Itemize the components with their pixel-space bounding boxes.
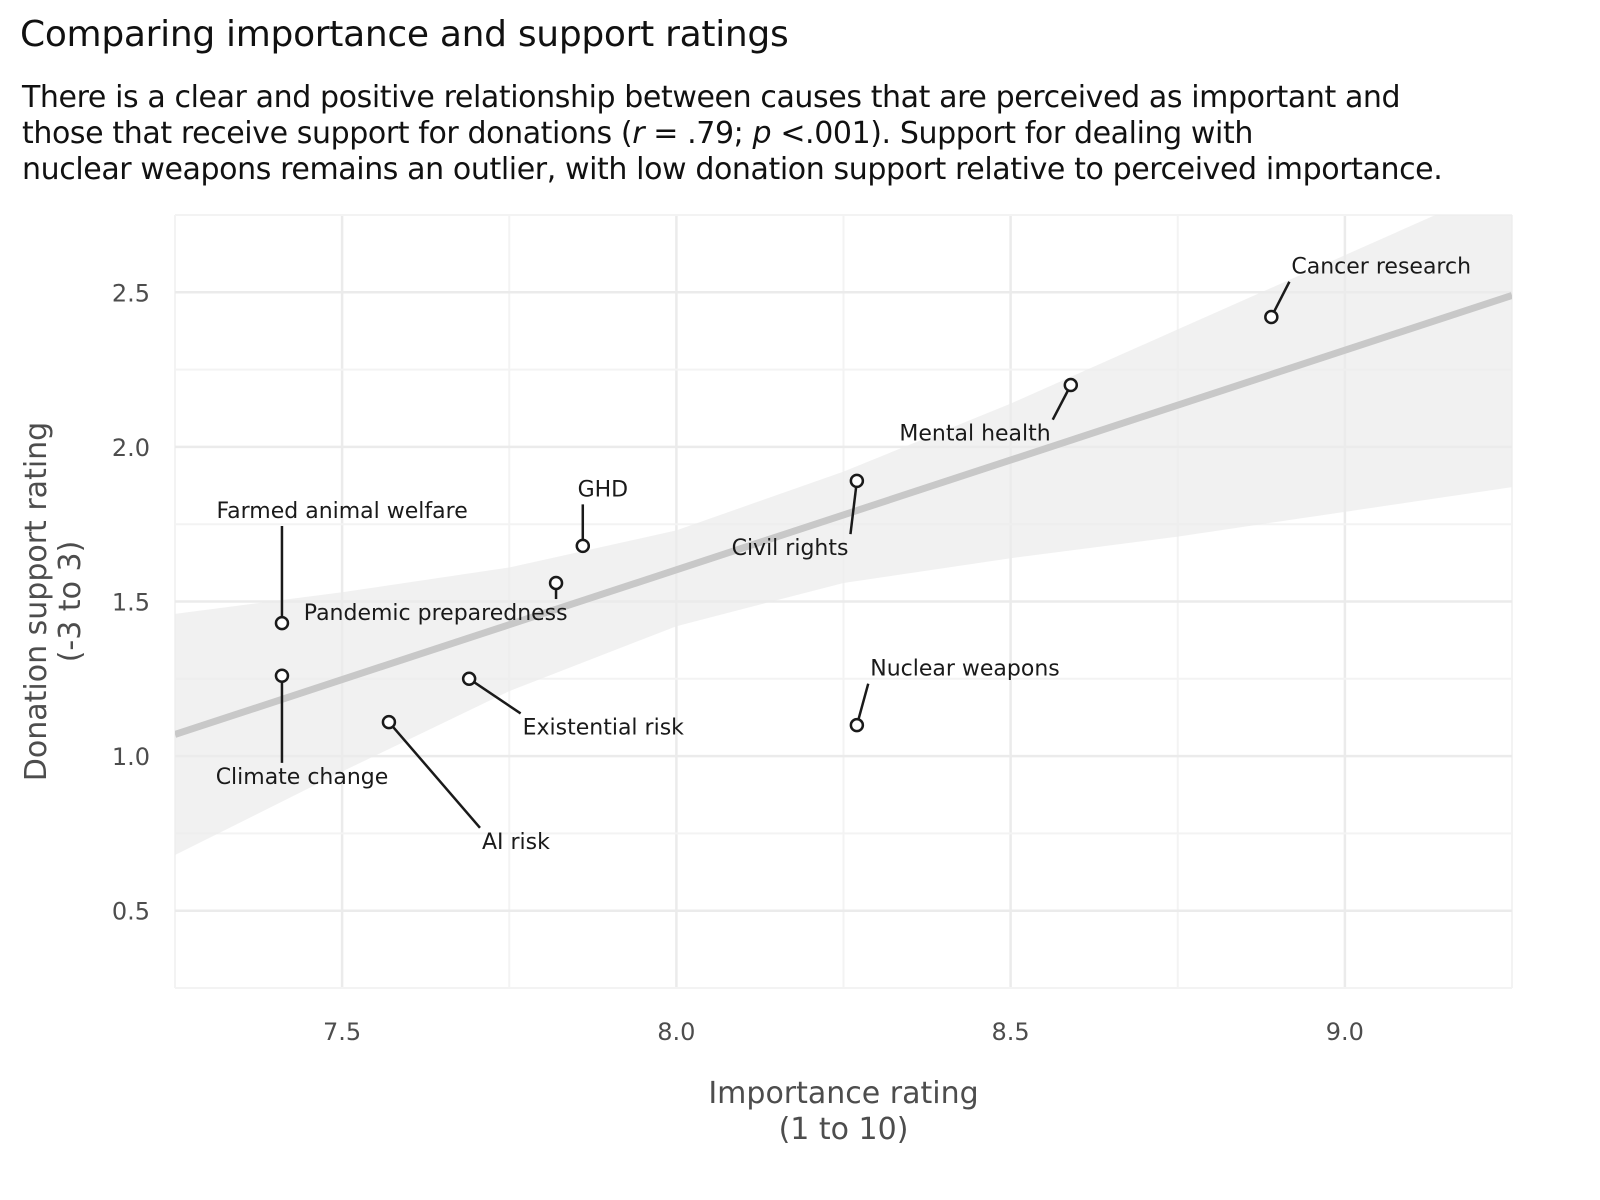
point-label: Mental health: [899, 422, 1050, 447]
label-connector: [857, 683, 870, 720]
y-axis-title-line: Donation support rating: [19, 422, 54, 781]
data-point: [274, 668, 290, 683]
point-label: GHD: [578, 477, 629, 502]
data-point: [1264, 309, 1279, 325]
x-axis-title: Importance rating (1 to 10): [708, 1076, 978, 1147]
data-points: [274, 309, 1279, 733]
point-label: Cancer research: [1291, 255, 1471, 280]
data-point: [575, 538, 591, 554]
y-tick-label: 0.5: [112, 898, 150, 926]
point-label: Farmed animal welfare: [217, 499, 468, 524]
label-connector: [473, 681, 522, 715]
point-label: Existential risk: [523, 715, 685, 740]
point-labels: Cancer research Mental health Civil rights…: [216, 255, 1471, 855]
point-label: Climate change: [216, 765, 389, 790]
x-axis-title-line: Importance rating: [708, 1076, 978, 1111]
y-axis-title: Donation support rating(-3 to 3): [19, 422, 88, 781]
label-connector: [1272, 281, 1291, 313]
y-tick-label: 1.5: [112, 589, 150, 617]
axes: 7.5 8.0 8.5 9.0 0.5 1.0 1.5 2.0 2.5 Importance ra…: [19, 279, 1364, 1147]
y-tick-label: 1.0: [112, 743, 150, 771]
trend-line: [175, 292, 1512, 738]
trend-line-layer: [175, 292, 1512, 738]
label-connector: [1051, 389, 1070, 421]
y-tick-label: 2.0: [112, 434, 150, 462]
point-label: Civil rights: [732, 536, 849, 561]
data-point: [849, 473, 865, 489]
x-tick-label: 9.0: [1326, 1018, 1364, 1046]
y-axis-title-line: (-3 to 3): [53, 541, 88, 663]
chart-subtitle: There is a clear and positive relationsh…: [22, 80, 1592, 188]
data-point: [461, 671, 477, 687]
y-tick-label: 2.5: [112, 279, 150, 307]
point-label: AI risk: [482, 830, 550, 855]
data-point: [274, 615, 290, 631]
point-label: Pandemic preparedness: [304, 601, 568, 626]
x-tick-label: 8.0: [657, 1018, 695, 1046]
confidence-band-layer: [175, 215, 1512, 856]
x-axis-title-line: (1 to 10): [779, 1112, 909, 1147]
data-point: [849, 717, 865, 733]
data-point: [381, 714, 397, 730]
point-label: Nuclear weapons: [870, 657, 1060, 682]
chart-title: Comparing importance and support ratings: [20, 14, 789, 55]
label-connector: [849, 486, 858, 535]
confidence-band: [175, 215, 1512, 856]
label-connector: [391, 725, 481, 829]
x-tick-label: 7.5: [323, 1018, 361, 1046]
label-connectors: [280, 281, 1291, 829]
x-tick-label: 8.5: [992, 1018, 1030, 1046]
subtitle-line: nuclear weapons remains an outlier, with…: [22, 152, 1443, 187]
data-point: [548, 575, 564, 591]
subtitle-line: those that receive support for donations…: [22, 116, 1253, 151]
data-point: [1063, 377, 1079, 393]
subtitle-line: There is a clear and positive relationsh…: [22, 80, 1401, 115]
